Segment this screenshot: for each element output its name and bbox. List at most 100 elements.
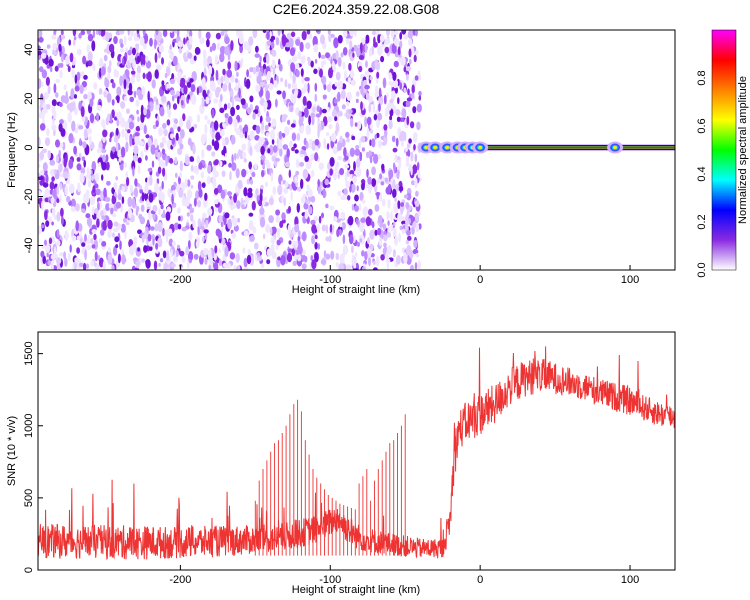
noise-blob (337, 156, 343, 161)
noise-blob (96, 218, 100, 228)
noise-blob (308, 33, 313, 40)
noise-blob (254, 135, 260, 141)
noise-blob (313, 68, 318, 75)
noise-blob (290, 62, 296, 73)
noise-blob (271, 118, 277, 127)
noise-blob (386, 30, 390, 37)
noise-blob (91, 40, 96, 52)
noise-blob (258, 137, 263, 148)
noise-blob (137, 116, 140, 123)
noise-blob (190, 94, 197, 105)
noise-blob (43, 91, 50, 100)
noise-blob (39, 30, 43, 39)
noise-blob (352, 175, 357, 184)
noise-blob (42, 255, 46, 264)
noise-blob (113, 245, 118, 256)
noise-blob (190, 184, 194, 189)
noise-blob (81, 156, 86, 162)
noise-blob (241, 143, 247, 151)
noise-blob (187, 179, 191, 187)
noise-blob (403, 66, 407, 73)
noise-blob (220, 31, 225, 36)
noise-blob (46, 44, 51, 49)
noise-blob (124, 162, 127, 168)
noise-blob (169, 78, 175, 85)
noise-blob (224, 36, 230, 45)
colorbar-tick-label: 0.2 (696, 214, 708, 229)
noise-blob (152, 124, 157, 129)
noise-blob (381, 163, 385, 171)
noise-blob (231, 162, 237, 172)
noise-blob (148, 101, 154, 112)
signal-band (420, 146, 675, 149)
noise-blob (364, 43, 368, 54)
noise-blob (82, 55, 87, 65)
noise-blob (42, 162, 48, 172)
noise-blob (147, 90, 150, 102)
noise-blob (237, 265, 241, 270)
y-tick-label: 1500 (23, 341, 35, 365)
noise-blob (399, 82, 403, 90)
noise-blob (414, 153, 418, 163)
noise-blob (154, 69, 159, 79)
noise-blob (332, 60, 335, 71)
noise-blob (266, 53, 270, 65)
noise-blob (371, 138, 376, 148)
noise-blob (128, 55, 135, 64)
noise-blob (116, 111, 122, 120)
noise-blob (360, 217, 366, 223)
noise-blob (389, 99, 394, 104)
noise-blob (313, 44, 319, 53)
noise-blob (46, 252, 49, 258)
noise-blob (369, 123, 373, 130)
noise-blob (278, 63, 283, 72)
noise-blob (78, 262, 84, 268)
noise-blob (333, 37, 339, 49)
noise-blob (187, 260, 190, 269)
noise-blob (152, 205, 158, 212)
noise-blob (130, 70, 136, 75)
noise-blob (77, 182, 81, 193)
noise-blob (181, 196, 186, 207)
noise-blob (326, 143, 330, 150)
noise-blob (283, 126, 290, 136)
noise-blob (187, 94, 191, 100)
noise-blob (233, 193, 238, 203)
noise-blob (284, 161, 290, 168)
noise-blob (314, 93, 318, 102)
noise-blob (288, 240, 292, 245)
noise-blob (365, 60, 368, 68)
noise-blob (347, 77, 352, 84)
noise-blob (367, 176, 372, 185)
noise-blob (129, 96, 134, 103)
noise-blob (155, 248, 159, 254)
noise-blob (38, 55, 41, 60)
noise-blob (86, 244, 92, 250)
noise-blob (414, 213, 419, 222)
noise-blob (101, 240, 107, 247)
noise-blob (415, 190, 419, 197)
noise-blob (311, 259, 317, 270)
noise-blob (254, 144, 259, 151)
noise-blob (401, 216, 405, 221)
noise-blob (286, 32, 292, 40)
noise-blob (314, 138, 320, 146)
noise-blob (234, 77, 239, 84)
noise-blob (270, 236, 275, 245)
noise-blob (167, 188, 171, 198)
noise-blob (69, 52, 74, 63)
noise-blob (356, 167, 362, 177)
noise-blob (212, 176, 216, 184)
noise-blob (119, 240, 122, 250)
noise-blob (380, 55, 385, 63)
noise-blob (310, 112, 315, 119)
noise-blob (179, 143, 184, 150)
x-tick-label: 100 (621, 574, 639, 586)
noise-blob (322, 94, 327, 100)
noise-blob (328, 32, 332, 43)
noise-blob (366, 168, 369, 178)
noise-blob (219, 129, 225, 137)
noise-blob (73, 94, 77, 99)
noise-blob (54, 65, 59, 72)
noise-blob (353, 161, 356, 172)
